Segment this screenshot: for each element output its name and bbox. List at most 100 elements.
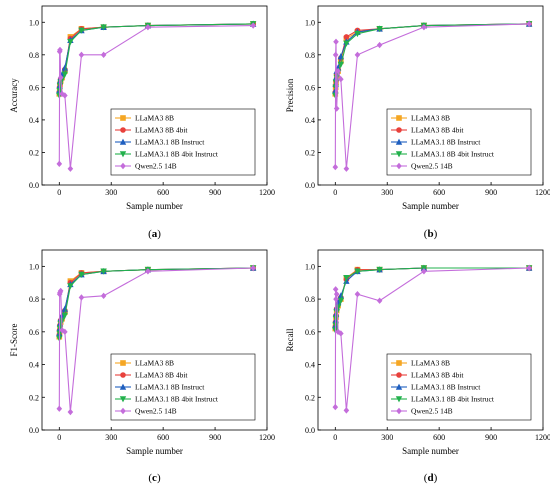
series-qwen2-5-14b (56, 22, 256, 172)
series-line (58, 267, 254, 334)
y-tick-label: 0.0 (29, 181, 39, 190)
marker-triangle-up (61, 305, 69, 312)
x-tick-label: 900 (485, 188, 497, 197)
y-axis-title: Accuracy (9, 78, 19, 113)
series-llama3-1-8b-instruct (56, 20, 257, 94)
series-line (334, 23, 530, 91)
marker-circle (120, 127, 126, 133)
marker-diamond (78, 294, 85, 301)
x-tick-label: 900 (485, 433, 497, 442)
marker-diamond (67, 165, 74, 172)
x-tick-label: 0 (57, 188, 61, 197)
series-line (58, 23, 254, 91)
x-tick-label: 600 (157, 188, 169, 197)
panel-label-open: ( (424, 228, 428, 240)
marker-diamond (333, 290, 340, 298)
x-tick-label: 1200 (259, 433, 275, 442)
x-tick-label: 300 (105, 188, 117, 197)
panel-label-open: ( (148, 472, 152, 484)
marker-triangle-up (395, 383, 403, 390)
marker-triangle-up (337, 292, 345, 299)
x-axis-title: Sample number (402, 446, 459, 456)
y-tick-label: 0.0 (29, 426, 39, 435)
marker-triangle-down (334, 304, 342, 311)
legend-entry-label: LLaMA3 8B (411, 359, 450, 368)
marker-diamond (250, 22, 256, 29)
marker-triangle-down (343, 40, 350, 47)
legend: LLaMA3 8B LLaMA3 8B 4bit LLaMA3.1 8B Instr… (110, 353, 256, 421)
x-tick-label: 0 (57, 433, 61, 442)
series-qwen2-5-14b (332, 264, 532, 414)
marker-diamond (333, 105, 340, 112)
marker-circle (120, 372, 126, 378)
marker-diamond (343, 165, 350, 172)
y-tick-label: 0.8 (305, 51, 315, 60)
marker-triangle-down (78, 27, 85, 34)
marker-diamond (396, 407, 402, 415)
marker-diamond (100, 292, 107, 300)
legend-entry-label: LLaMA3.1 8B 4bit Instruct (135, 150, 219, 159)
series-line (58, 267, 254, 336)
series-llama3-1-8b-instruct (332, 264, 533, 329)
marker-diamond (145, 268, 151, 275)
marker-triangle-up (395, 138, 403, 145)
legend: LLaMA3 8B LLaMA3 8B 4bit LLaMA3.1 8B Instr… (386, 108, 532, 176)
marker-diamond (332, 286, 339, 293)
series-line (334, 23, 530, 96)
series-line (58, 23, 254, 96)
plot-frame (41, 249, 268, 431)
series-qwen2-5-14b (56, 264, 256, 416)
marker-triangle-down (376, 266, 383, 274)
marker-diamond (526, 264, 532, 272)
marker-diamond (421, 268, 427, 275)
marker-diamond (526, 20, 532, 28)
panel-label-close: ) (157, 228, 161, 240)
panel-label-letter: a (152, 228, 158, 240)
x-tick-label: 600 (433, 188, 445, 197)
series-line (334, 267, 530, 327)
legend-entry-label: LLaMA3.1 8B Instruct (411, 383, 481, 392)
series-llama3-8b-4bit (56, 21, 256, 96)
y-tick-label: 0.4 (305, 361, 315, 370)
x-axis-title: Sample number (126, 201, 183, 211)
y-tick-label: 0.6 (305, 328, 315, 337)
y-tick-label: 0.6 (29, 328, 39, 337)
y-tick-label: 1.0 (29, 18, 39, 27)
marker-diamond (333, 38, 339, 45)
series-llama3-1-8b-4bit-instruct (332, 21, 533, 99)
legend-entry-label: LLaMA3 8B (135, 359, 174, 368)
y-tick-label: 0.2 (305, 393, 315, 402)
y-tick-label: 1.0 (305, 18, 315, 27)
marker-diamond (59, 90, 65, 98)
marker-diamond (343, 407, 350, 414)
series-llama3-1-8b-4bit-instruct (56, 21, 257, 99)
series-llama3-1-8b-instruct (56, 264, 257, 337)
marker-triangle-up (61, 64, 69, 71)
marker-triangle-up (119, 383, 127, 390)
panel-label: (a) (148, 228, 161, 240)
marker-triangle-down (119, 396, 127, 403)
legend-entry-label: Qwen2.5 14B (411, 407, 453, 416)
y-tick-label: 0.2 (305, 148, 315, 157)
y-axis-title: Recall (285, 328, 295, 351)
marker-triangle-down (376, 25, 383, 33)
marker-triangle-down (100, 268, 107, 275)
marker-square (120, 360, 126, 366)
marker-triangle-down (395, 151, 403, 158)
marker-triangle-down (343, 275, 350, 282)
legend-entry-label: LLaMA3 8B (135, 114, 174, 123)
marker-diamond (67, 408, 74, 416)
panel-label-letter: d (427, 472, 433, 484)
panel-label: (b) (424, 228, 438, 240)
y-tick-label: 0.8 (29, 51, 39, 60)
series-llama3-1-8b-instruct (332, 20, 533, 94)
marker-diamond (62, 328, 68, 336)
legend-entry-label: LLaMA3.1 8B 4bit Instruct (411, 395, 495, 404)
y-tick-label: 0.6 (305, 83, 315, 92)
y-tick-label: 0.6 (29, 83, 39, 92)
legend-entry-label: Qwen2.5 14B (135, 162, 177, 171)
y-tick-label: 0.8 (29, 295, 39, 304)
legend-entry-label: LLaMA3 8B 4bit (411, 371, 464, 380)
x-tick-label: 1200 (535, 188, 550, 197)
